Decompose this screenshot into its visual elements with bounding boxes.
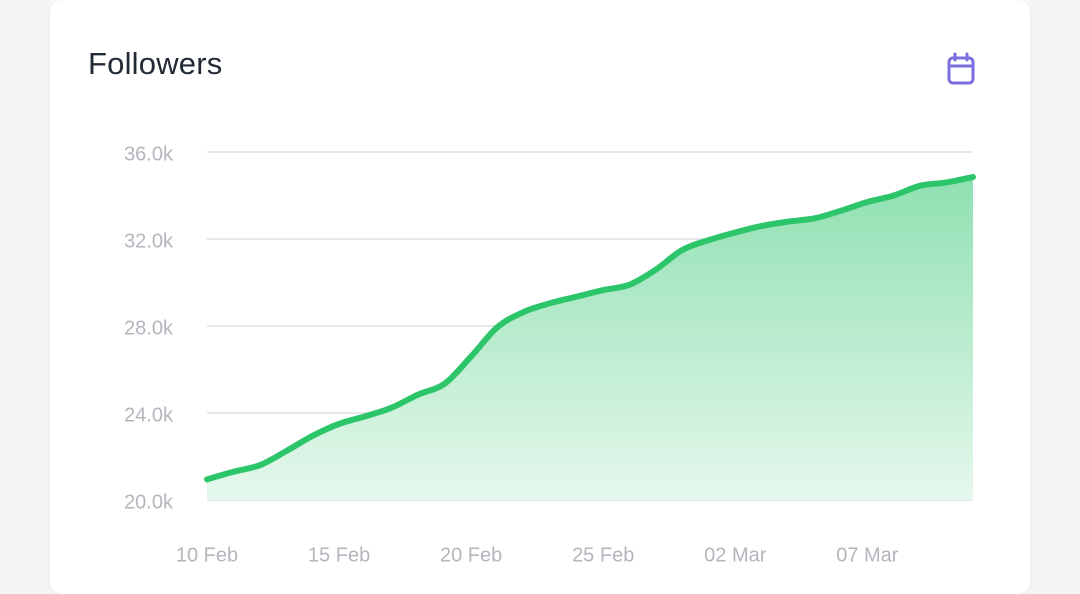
x-axis-ticks: 10 Feb 15 Feb 20 Feb 25 Feb 02 Mar 07 Mar (176, 544, 899, 566)
x-tick-label: 25 Feb (572, 544, 634, 566)
y-tick-label: 24.0k (124, 404, 174, 426)
card-title: Followers (88, 46, 223, 81)
y-tick-label: 28.0k (124, 317, 174, 339)
line-layer (204, 174, 976, 483)
x-tick-label: 20 Feb (440, 544, 502, 566)
x-tick-label: 02 Mar (704, 544, 767, 566)
series-area (207, 177, 973, 500)
calendar-icon[interactable] (944, 50, 978, 88)
y-tick-label: 36.0k (124, 143, 174, 165)
y-axis-ticks: 20.0k 24.0k 28.0k 32.0k 36.0k (124, 143, 174, 513)
x-tick-label: 10 Feb (176, 544, 238, 566)
series-line (204, 174, 976, 483)
y-tick-label: 32.0k (124, 230, 174, 252)
area-layer (207, 177, 973, 500)
x-tick-label: 07 Mar (836, 544, 899, 566)
y-tick-label: 20.0k (124, 491, 174, 513)
x-tick-label: 15 Feb (308, 544, 370, 566)
